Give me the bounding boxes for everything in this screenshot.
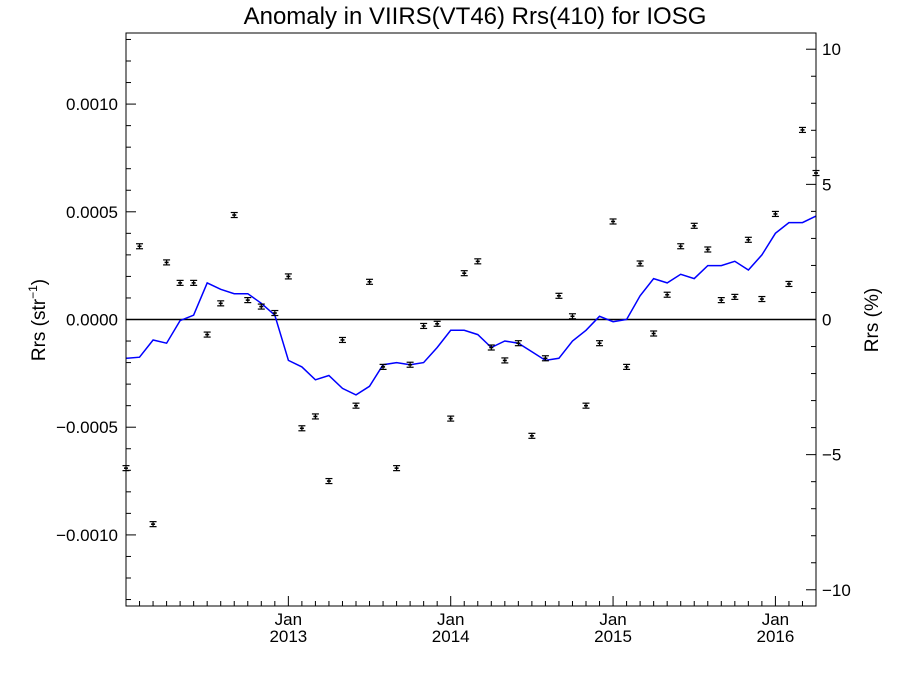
data-point: [555, 292, 563, 299]
left-y-tick-label: 0.0005: [66, 203, 118, 222]
right-y-tick-label: −5: [822, 446, 841, 465]
data-point: [433, 320, 441, 327]
data-point: [785, 280, 793, 288]
right-y-tick-label: 5: [822, 175, 831, 194]
data-point: [528, 432, 536, 439]
data-point: [271, 309, 279, 317]
data-point: [257, 303, 265, 310]
data-point: [514, 340, 522, 347]
x-tick-year-label: 2014: [432, 627, 470, 646]
x-tick-month-label: Jan: [599, 610, 626, 629]
data-point: [663, 291, 671, 298]
data-point: [501, 357, 509, 364]
x-tick-year-label: 2015: [594, 627, 632, 646]
data-point: [136, 243, 144, 250]
data-point: [230, 211, 238, 219]
data-point: [393, 465, 401, 472]
data-point: [717, 297, 725, 304]
right-y-tick-label: 10: [822, 40, 841, 59]
left-y-tick-label: 0.0010: [66, 95, 118, 114]
data-point: [677, 243, 685, 250]
data-point: [460, 270, 468, 277]
data-point: [758, 295, 766, 303]
data-point: [650, 330, 658, 337]
data-point: [704, 246, 712, 253]
data-point: [731, 293, 739, 300]
data-point: [568, 313, 576, 320]
data-point: [623, 363, 631, 370]
data-point: [798, 126, 806, 134]
data-point: [420, 322, 428, 330]
data-point: [149, 521, 157, 528]
data-point: [406, 361, 414, 368]
x-tick-month-label: Jan: [275, 610, 302, 629]
left-y-axis-label-base: Rrs (str: [29, 298, 50, 361]
left-y-tick-label: 0.0000: [66, 311, 118, 330]
data-point: [244, 297, 252, 304]
data-point: [352, 402, 360, 409]
data-point: [447, 415, 455, 422]
chart-title: Anomaly in VIIRS(VT46) Rrs(410) for IOSG: [244, 3, 707, 30]
data-point: [690, 222, 698, 229]
left-y-axis-label-exponent: −1: [26, 285, 40, 299]
data-point: [379, 363, 387, 370]
plot-frame: [125, 32, 817, 607]
data-point: [541, 355, 549, 362]
data-point: [217, 300, 225, 307]
x-tick-month-label: Jan: [437, 610, 464, 629]
left-y-axis-label: Rrs (str−1): [26, 279, 50, 361]
left-y-axis-label-close: ): [29, 279, 50, 285]
data-point: [163, 259, 171, 266]
data-point: [474, 258, 482, 265]
right-y-tick-label: −10: [822, 581, 851, 600]
x-tick-year-label: 2013: [269, 627, 307, 646]
data-point: [190, 279, 198, 286]
x-tick-year-label: 2016: [756, 627, 794, 646]
data-point: [311, 413, 319, 420]
left-y-tick-label: −0.0005: [56, 418, 118, 437]
right-y-tick-label: 0: [822, 311, 831, 330]
data-point: [744, 236, 752, 243]
data-point: [771, 210, 779, 218]
data-point: [284, 273, 292, 280]
x-tick-month-label: Jan: [762, 610, 789, 629]
data-point: [596, 340, 604, 347]
data-point: [338, 336, 346, 344]
data-point: [203, 331, 211, 338]
left-y-tick-label: −0.0010: [56, 526, 118, 545]
data-point: [582, 402, 590, 409]
right-y-axis-label: Rrs (%): [862, 288, 883, 352]
data-point: [176, 279, 184, 286]
data-point: [609, 218, 617, 225]
data-point: [325, 477, 333, 485]
data-point: [487, 344, 495, 351]
running-mean-line: [125, 215, 817, 396]
data-point: [636, 260, 644, 267]
svg-text:Rrs (str−1): Rrs (str−1): [26, 279, 50, 361]
data-point: [298, 425, 306, 432]
data-point: [366, 278, 374, 285]
